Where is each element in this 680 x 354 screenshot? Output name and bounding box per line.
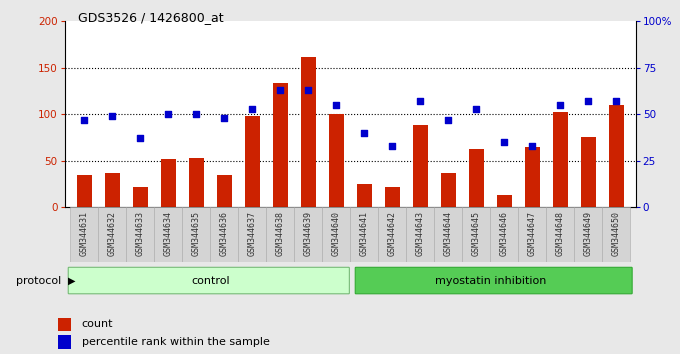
Point	[611, 98, 622, 104]
Text: GSM344637: GSM344637	[248, 211, 257, 257]
Bar	[160, 159, 176, 207]
Text: GSM344640: GSM344640	[332, 211, 341, 257]
Point	[527, 143, 538, 149]
Bar	[490, 207, 518, 262]
Point	[583, 98, 594, 104]
Bar	[188, 158, 204, 207]
Text: protocol: protocol	[16, 275, 61, 286]
Bar	[609, 105, 624, 207]
Bar	[76, 175, 92, 207]
Point	[79, 117, 90, 122]
Bar	[294, 207, 322, 262]
Bar	[378, 207, 406, 262]
Bar	[441, 173, 456, 207]
Bar	[602, 207, 630, 262]
Text: GSM344633: GSM344633	[136, 211, 145, 257]
Bar	[406, 207, 435, 262]
Bar	[210, 207, 238, 262]
Bar	[518, 207, 546, 262]
Bar	[238, 207, 266, 262]
Bar	[413, 125, 428, 207]
Point	[359, 130, 370, 136]
Text: GSM344638: GSM344638	[275, 211, 285, 257]
Text: GSM344631: GSM344631	[80, 211, 88, 257]
Text: GSM344641: GSM344641	[360, 211, 369, 257]
FancyBboxPatch shape	[355, 267, 632, 294]
Text: GSM344643: GSM344643	[415, 211, 425, 257]
Point	[107, 113, 118, 119]
Text: percentile rank within the sample: percentile rank within the sample	[82, 337, 269, 347]
Text: GSM344632: GSM344632	[107, 211, 117, 257]
Bar	[546, 207, 574, 262]
Bar	[553, 112, 568, 207]
Text: control: control	[191, 275, 230, 286]
Text: GSM344634: GSM344634	[164, 211, 173, 257]
Text: GSM344650: GSM344650	[612, 211, 621, 257]
Point	[191, 111, 202, 117]
Bar	[216, 175, 232, 207]
Bar	[58, 335, 71, 349]
Bar	[182, 207, 210, 262]
Text: GSM344635: GSM344635	[192, 211, 201, 257]
Bar	[245, 116, 260, 207]
Text: GSM344636: GSM344636	[220, 211, 228, 257]
Bar	[70, 207, 98, 262]
Text: GSM344648: GSM344648	[556, 211, 564, 257]
Bar	[266, 207, 294, 262]
Point	[135, 136, 146, 141]
Text: myostatin inhibition: myostatin inhibition	[435, 275, 546, 286]
Text: GSM344639: GSM344639	[304, 211, 313, 257]
Text: GSM344644: GSM344644	[444, 211, 453, 257]
Text: GSM344649: GSM344649	[583, 211, 593, 257]
Text: ▶: ▶	[68, 275, 75, 286]
Text: GSM344646: GSM344646	[500, 211, 509, 257]
Bar	[322, 207, 350, 262]
Bar	[462, 207, 490, 262]
Bar	[133, 187, 148, 207]
Bar	[350, 207, 378, 262]
Point	[303, 87, 313, 93]
Bar	[58, 318, 71, 331]
Bar	[273, 84, 288, 207]
Point	[555, 102, 566, 108]
Bar	[356, 184, 372, 207]
Bar	[154, 207, 182, 262]
Point	[330, 102, 341, 108]
Bar	[98, 207, 126, 262]
Text: GSM344645: GSM344645	[472, 211, 481, 257]
Point	[498, 139, 509, 145]
Bar	[435, 207, 462, 262]
Point	[275, 87, 286, 93]
Bar	[105, 173, 120, 207]
Text: count: count	[82, 319, 113, 329]
Bar	[328, 114, 344, 207]
Point	[219, 115, 230, 121]
Bar	[126, 207, 154, 262]
Bar	[574, 207, 602, 262]
Bar	[469, 149, 484, 207]
FancyBboxPatch shape	[68, 267, 350, 294]
Text: GSM344647: GSM344647	[528, 211, 537, 257]
Text: GDS3526 / 1426800_at: GDS3526 / 1426800_at	[78, 11, 224, 24]
Bar	[524, 147, 540, 207]
Point	[471, 106, 481, 112]
Bar	[384, 187, 400, 207]
Bar	[301, 57, 316, 207]
Text: GSM344642: GSM344642	[388, 211, 396, 257]
Bar	[581, 137, 596, 207]
Point	[163, 111, 173, 117]
Point	[443, 117, 454, 122]
Point	[415, 98, 426, 104]
Bar	[496, 195, 512, 207]
Point	[387, 143, 398, 149]
Point	[247, 106, 258, 112]
